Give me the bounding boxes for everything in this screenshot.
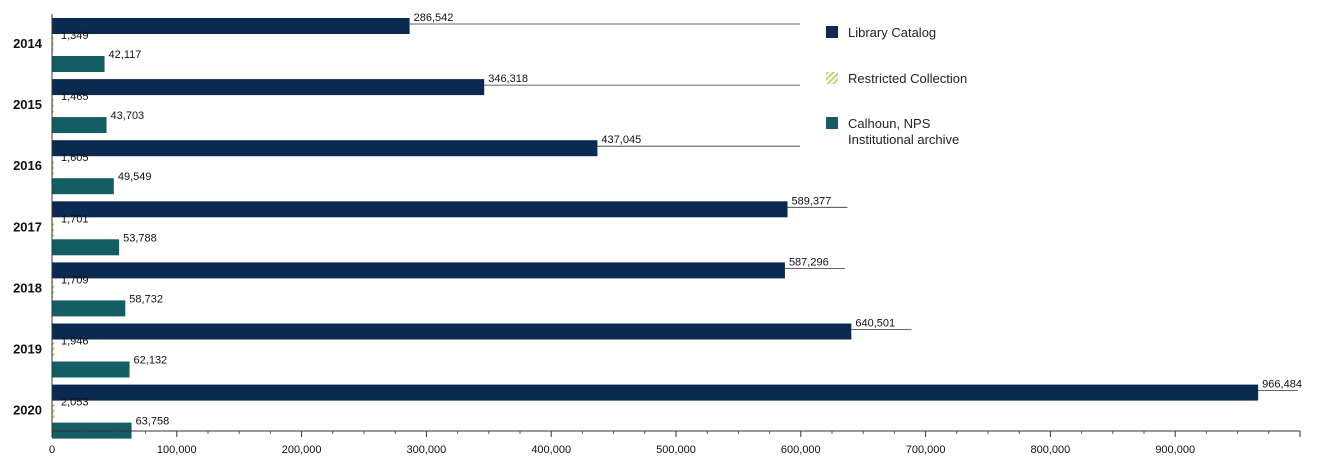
bar-restricted-collection — [52, 220, 55, 237]
data-label: 2,053 — [61, 397, 89, 409]
data-label: 49,549 — [118, 171, 152, 183]
bar-calhoun-nps-institutional-archive — [52, 178, 114, 195]
data-label: 589,377 — [792, 195, 832, 207]
year-label: 2015 — [13, 97, 42, 112]
legend: Library Catalog Restricted Collection Calh… — [826, 25, 967, 147]
bar-library-catalog — [52, 140, 598, 157]
x-tick-label: 300,000 — [407, 444, 447, 456]
bar-restricted-collection — [52, 342, 55, 359]
data-label: 640,501 — [855, 318, 895, 330]
bar-calhoun-nps-institutional-archive — [52, 361, 130, 378]
bar-calhoun-nps-institutional-archive — [52, 239, 120, 256]
bar-restricted-collection — [52, 403, 55, 420]
year-label: 2020 — [13, 403, 42, 418]
data-label: 1,605 — [61, 152, 89, 164]
legend-item-restricted-collection: Restricted Collection — [826, 71, 967, 86]
bar-restricted-collection — [52, 37, 54, 53]
data-label: 1,701 — [61, 213, 89, 225]
legend-swatch — [826, 26, 838, 38]
data-label: 587,296 — [789, 256, 829, 268]
x-tick-label: 400,000 — [531, 444, 571, 456]
year-label: 2014 — [13, 36, 43, 51]
x-axis: 0 100,000 200,000 300,000 400,000 500,000 600,… — [49, 14, 1301, 456]
bar-calhoun-nps-institutional-archive — [52, 56, 105, 72]
data-label: 966,484 — [1262, 379, 1302, 391]
year-label: 2017 — [13, 219, 42, 234]
bar-restricted-collection — [52, 98, 54, 115]
bar-library-catalog — [52, 262, 785, 279]
legend-label: Restricted Collection — [848, 71, 967, 86]
x-tick-label: 200,000 — [282, 444, 322, 456]
year-group-2020: 2020 966,484 2,053 63,758 — [13, 379, 1302, 439]
legend-label: Library Catalog — [848, 25, 936, 40]
year-group-2018: 2018 587,296 1,709 58,732 — [13, 256, 845, 317]
legend-swatch — [826, 72, 838, 84]
data-label: 62,132 — [134, 355, 168, 367]
year-group-2014: 2014 286,542 1,349 42,117 — [13, 12, 800, 72]
bar-library-catalog — [52, 384, 1259, 401]
legend-item-library-catalog: Library Catalog — [826, 25, 936, 40]
bar-library-catalog — [52, 18, 410, 34]
data-label: 43,703 — [111, 110, 145, 122]
bar-library-catalog — [52, 201, 788, 218]
bar-library-catalog — [52, 323, 852, 340]
year-group-2015: 2015 346,318 1,465 43,703 — [13, 73, 800, 134]
bar-restricted-collection — [52, 281, 55, 298]
legend-label: Calhoun, NPS — [848, 116, 931, 131]
legend-label: Institutional archive — [848, 132, 959, 147]
bars-layer: 2014 286,542 1,349 42,117 2015 346,318 1,465 43… — [13, 12, 1302, 439]
data-label: 1,465 — [61, 91, 89, 103]
year-group-2016: 2016 437,045 1,605 49,549 — [13, 134, 800, 195]
data-label: 286,542 — [414, 12, 454, 24]
x-tick-label: 600,000 — [781, 444, 821, 456]
data-label: 437,045 — [601, 134, 641, 146]
data-label: 1,349 — [61, 30, 89, 42]
year-label: 2018 — [13, 280, 42, 295]
x-tick-label: 500,000 — [656, 444, 696, 456]
year-group-2017: 2017 589,377 1,701 53,788 — [13, 195, 848, 256]
x-tick-label: 700,000 — [906, 444, 946, 456]
data-label: 63,758 — [136, 416, 170, 428]
data-label: 42,117 — [109, 49, 142, 61]
data-label: 58,732 — [129, 293, 163, 305]
data-label: 53,788 — [123, 232, 157, 244]
year-group-2019: 2019 640,501 1,946 62,132 — [13, 318, 912, 378]
bar-library-catalog — [52, 79, 485, 96]
bar-restricted-collection — [52, 159, 55, 176]
data-label: 1,709 — [61, 274, 89, 286]
x-tick-label: 0 — [49, 444, 55, 456]
legend-swatch — [826, 117, 838, 129]
bar-calhoun-nps-institutional-archive — [52, 117, 107, 134]
year-label: 2019 — [13, 342, 42, 357]
x-tick-label: 900,000 — [1155, 444, 1195, 456]
x-tick-label: 100,000 — [157, 444, 197, 456]
data-label: 1,946 — [61, 336, 89, 348]
x-tick-label: 800,000 — [1031, 444, 1071, 456]
bar-calhoun-nps-institutional-archive — [52, 300, 126, 317]
year-label: 2016 — [13, 158, 42, 173]
data-label: 346,318 — [488, 73, 528, 85]
